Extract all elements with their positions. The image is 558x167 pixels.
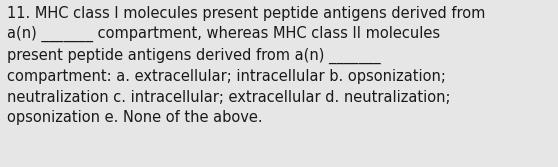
Text: 11. MHC class I molecules present peptide antigens derived from
a(n) _______ com: 11. MHC class I molecules present peptid… [7, 6, 485, 125]
